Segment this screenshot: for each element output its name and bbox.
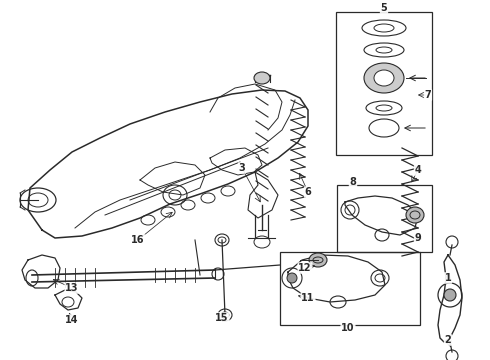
Ellipse shape <box>406 207 424 223</box>
Text: 3: 3 <box>239 163 245 173</box>
Text: 13: 13 <box>65 283 79 293</box>
Text: 12: 12 <box>298 263 312 273</box>
Text: 2: 2 <box>444 335 451 345</box>
Text: 14: 14 <box>65 315 79 325</box>
Text: 8: 8 <box>349 177 356 187</box>
Bar <box>337 185 432 252</box>
Text: 5: 5 <box>381 3 388 13</box>
Text: 15: 15 <box>215 313 229 323</box>
Text: 9: 9 <box>415 233 421 243</box>
Bar <box>280 252 420 325</box>
Ellipse shape <box>444 289 456 301</box>
Ellipse shape <box>364 63 404 93</box>
Ellipse shape <box>309 253 327 267</box>
Ellipse shape <box>287 273 297 283</box>
Text: 11: 11 <box>301 293 315 303</box>
Text: 16: 16 <box>131 235 145 245</box>
Text: 1: 1 <box>444 273 451 283</box>
Text: 6: 6 <box>305 187 311 197</box>
Text: 7: 7 <box>425 90 431 100</box>
Bar <box>336 12 432 155</box>
Ellipse shape <box>254 72 270 84</box>
Text: 10: 10 <box>341 323 355 333</box>
Ellipse shape <box>374 70 394 86</box>
Text: 4: 4 <box>415 165 421 175</box>
